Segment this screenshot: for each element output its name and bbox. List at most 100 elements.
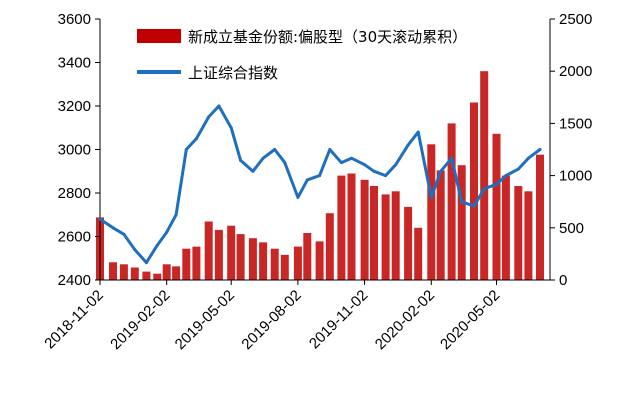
bar	[248, 238, 257, 280]
bar	[325, 213, 334, 280]
line-point	[273, 148, 277, 151]
y-left-tick-label: 3000	[58, 142, 91, 159]
line-point	[261, 156, 265, 160]
line-point	[416, 130, 420, 134]
bar	[457, 165, 466, 280]
bar	[501, 175, 510, 280]
line-point	[460, 200, 464, 204]
bar	[172, 266, 181, 280]
bar	[259, 242, 268, 280]
line-point	[363, 163, 367, 167]
legend-label-line: 上证综合指数	[188, 64, 278, 82]
y-right-tick-label: 500	[559, 220, 584, 237]
line-point	[350, 156, 353, 160]
line-point	[318, 174, 322, 178]
line-point	[122, 232, 126, 236]
y-right-tick-label: 1000	[559, 168, 592, 185]
line-point	[133, 248, 137, 252]
bar	[270, 248, 279, 280]
line-point	[98, 217, 102, 221]
bar	[293, 246, 302, 280]
bar	[204, 221, 213, 280]
line-point	[283, 161, 287, 165]
y-left-tick-label: 2800	[58, 185, 91, 202]
x-tick-label: 2019-08-02	[238, 287, 304, 353]
bar	[280, 254, 289, 280]
bar	[470, 102, 478, 280]
line-point	[155, 243, 159, 247]
y-right-tick-label: 2000	[559, 63, 592, 80]
x-tick-label: 2020-05-02	[437, 287, 503, 353]
line-point	[439, 169, 443, 173]
line-point	[372, 169, 376, 173]
bar	[370, 186, 378, 280]
line-point	[538, 148, 542, 151]
bar	[524, 191, 533, 280]
bar	[391, 191, 400, 280]
x-tick-label: 2018-11-02	[41, 287, 106, 352]
line-point	[174, 213, 178, 217]
bar	[236, 234, 245, 280]
line-point	[207, 115, 211, 119]
bar	[153, 273, 162, 280]
x-tick-label: 2019-02-02	[107, 287, 173, 353]
y-left-tick-label: 3400	[58, 55, 91, 72]
bar	[182, 248, 191, 280]
bar	[162, 264, 171, 280]
bar	[414, 227, 423, 280]
y-right-tick-label: 0	[559, 272, 567, 289]
line-point	[296, 195, 300, 199]
line-layer	[98, 104, 542, 265]
bar	[214, 229, 223, 280]
line-point	[305, 178, 309, 182]
legend: 新成立基金份额:偏股型（30天滚动累积） 上证综合指数	[137, 28, 467, 82]
line-point	[482, 187, 486, 191]
bar	[381, 194, 390, 280]
bar	[192, 246, 201, 280]
line-point	[406, 143, 410, 147]
bar	[142, 271, 151, 280]
line-point	[429, 195, 433, 199]
bar	[337, 175, 346, 280]
bar	[427, 144, 436, 280]
bar	[347, 173, 356, 280]
line-point	[184, 148, 188, 151]
line-point	[229, 126, 233, 130]
x-tick-label: 2019-05-02	[172, 287, 238, 353]
bar	[119, 264, 128, 280]
y-right-tick-label: 1500	[559, 115, 592, 132]
x-tick-label: 2019-11-02	[306, 287, 371, 352]
line-point	[516, 167, 520, 171]
y-right-tick-label: 2500	[559, 11, 592, 28]
line-point	[239, 158, 243, 162]
line-point	[472, 204, 476, 208]
line-point	[111, 226, 115, 230]
line-point	[339, 161, 343, 165]
y-left-tick-label: 2600	[58, 229, 91, 246]
x-tick-label: 2020-02-02	[372, 287, 438, 353]
legend-swatch-bar	[137, 29, 181, 43]
legend-label-bar: 新成立基金份额:偏股型（30天滚动累积）	[188, 28, 467, 46]
line-point	[328, 148, 332, 151]
bar	[447, 123, 456, 281]
line-point	[194, 137, 198, 141]
y-left-ticks: 2400 2600 2800 3000 3200 3400 3600	[58, 11, 100, 289]
bar	[360, 179, 369, 280]
line-point	[144, 261, 148, 265]
bar	[109, 262, 117, 280]
bar	[404, 206, 413, 280]
bar	[227, 225, 236, 280]
line-point	[495, 182, 498, 186]
y-left-tick-label: 3200	[58, 98, 91, 115]
bars-layer	[96, 71, 544, 281]
line-point	[251, 169, 255, 173]
y-left-tick-label: 3600	[58, 11, 91, 28]
line-point	[504, 174, 508, 178]
line-point	[217, 104, 221, 108]
line-point	[384, 174, 388, 178]
bar	[536, 154, 544, 280]
bar	[436, 170, 445, 280]
bar	[480, 71, 489, 280]
